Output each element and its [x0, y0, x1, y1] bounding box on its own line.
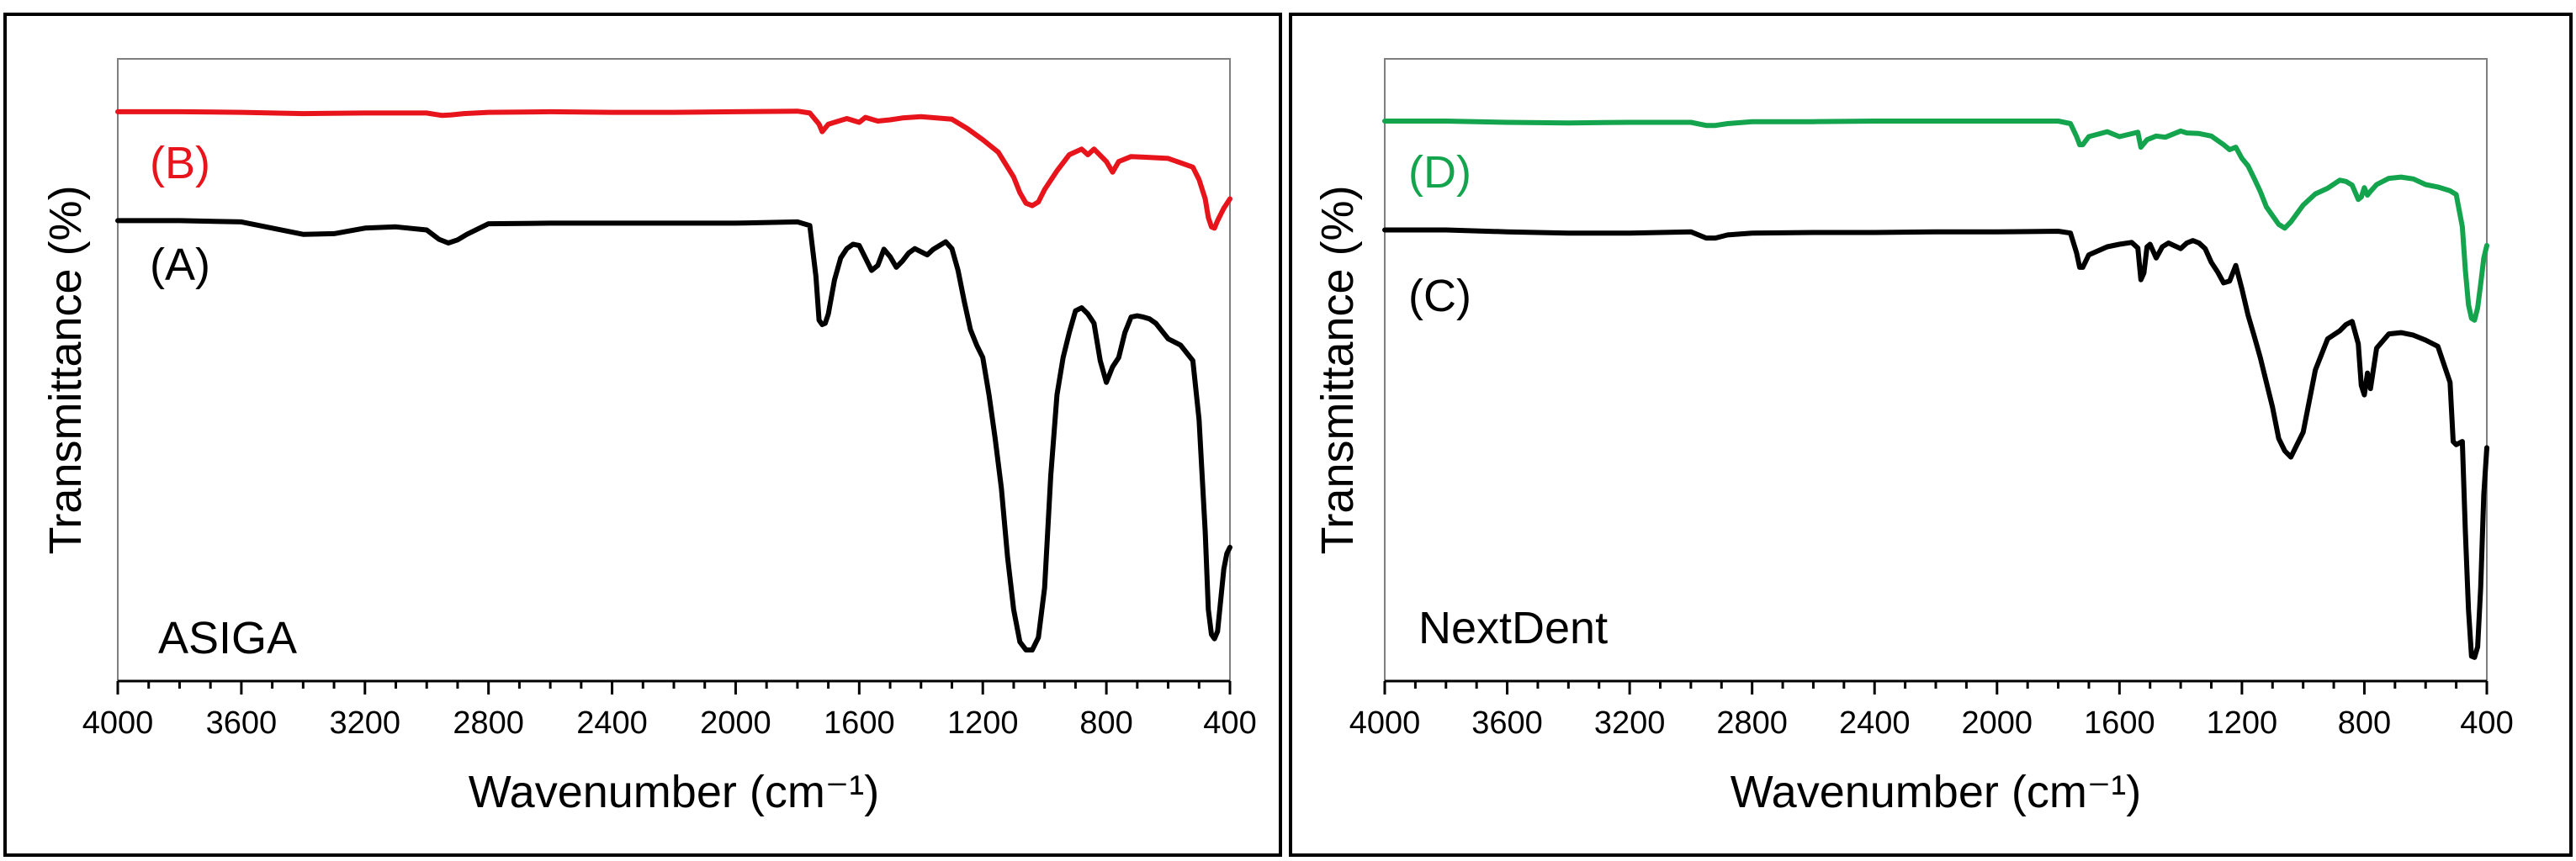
- x-tick-label: 4000: [1349, 705, 1421, 741]
- x-tick-label: 2000: [1962, 705, 2033, 741]
- x-tick-label: 400: [1203, 705, 1256, 741]
- right-panel-frame: [1289, 13, 2573, 857]
- spectrum-line-a: [115, 218, 1232, 652]
- left-x-axis-label: Wavenumber (cm⁻¹): [469, 767, 880, 817]
- x-tick-label: 2400: [1839, 705, 1911, 741]
- right-x-axis-label: Wavenumber (cm⁻¹): [1731, 767, 2142, 817]
- x-tick-label: 2400: [576, 705, 648, 741]
- x-tick-label: 2800: [1716, 705, 1788, 741]
- x-tick-label: 3200: [1594, 705, 1666, 741]
- spectrum-line-d: [1382, 119, 2489, 323]
- series-label-d: (D): [1408, 147, 1471, 198]
- series-label-b: (B): [150, 138, 210, 188]
- left-panel: 4000 3600 3200 2800 2400 2000 1600 1200 800 400 W…: [40, 58, 1257, 817]
- right-panel: 4000 3600 3200 2800 2400 2000 1600 1200 800 400 W…: [1312, 58, 2514, 817]
- right-annotation-nextdent: NextDent: [1418, 603, 1608, 653]
- x-tick-label: 3600: [206, 705, 278, 741]
- x-tick-label: 4000: [82, 705, 154, 741]
- right-plot-area: [1384, 58, 2488, 682]
- left-x-ticks: [116, 681, 1232, 695]
- x-tick-label: 1200: [947, 705, 1019, 741]
- right-x-ticks: [1383, 681, 2489, 695]
- x-tick-label: 3600: [1471, 705, 1543, 741]
- right-series: [1382, 119, 2489, 660]
- x-tick-label: 3200: [330, 705, 401, 741]
- right-x-tick-labels: 4000 3600 3200 2800 2400 2000 1600 1200 800 400: [1349, 705, 2514, 741]
- x-tick-label: 2000: [700, 705, 771, 741]
- left-annotation-asiga: ASIGA: [158, 613, 297, 663]
- left-x-tick-labels: 4000 3600 3200 2800 2400 2000 1600 1200 800 400: [82, 705, 1257, 741]
- left-panel-frame: [3, 13, 1282, 857]
- left-series: [115, 108, 1232, 652]
- series-label-a: (A): [150, 240, 210, 290]
- series-label-c: (C): [1408, 271, 1471, 321]
- x-tick-label: 800: [2338, 705, 2391, 741]
- x-tick-label: 400: [2460, 705, 2513, 741]
- left-y-axis-label: Transmittance (%): [40, 185, 91, 554]
- x-tick-label: 1600: [824, 705, 895, 741]
- x-tick-label: 1600: [2084, 705, 2155, 741]
- spectrum-line-b: [115, 108, 1232, 231]
- x-tick-label: 800: [1079, 705, 1132, 741]
- spectrum-line-c: [1382, 227, 2489, 660]
- x-tick-label: 1200: [2207, 705, 2278, 741]
- right-y-axis-label: Transmittance (%): [1312, 185, 1363, 554]
- x-tick-label: 2800: [453, 705, 524, 741]
